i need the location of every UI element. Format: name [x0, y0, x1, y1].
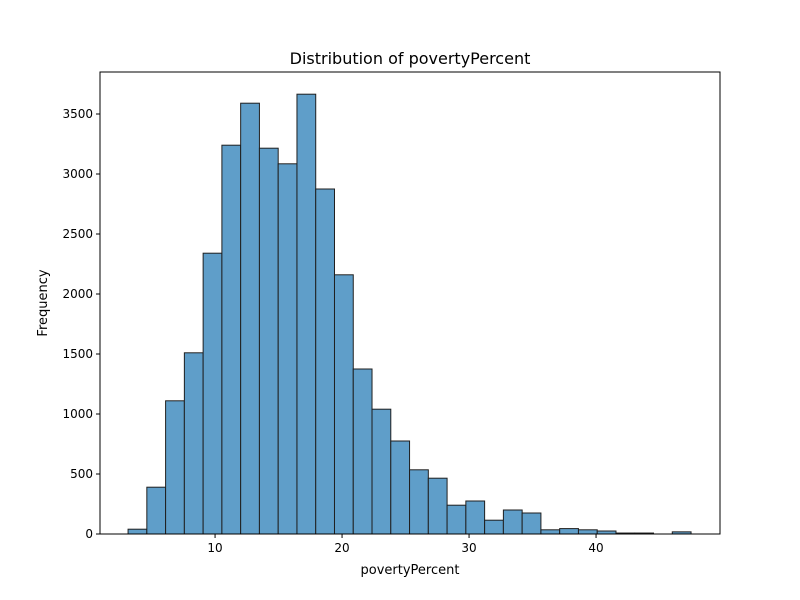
histogram-bar: [165, 400, 185, 535]
histogram-bar: [446, 504, 467, 535]
histogram-bar: [258, 147, 279, 535]
histogram-bar: [221, 144, 242, 535]
histogram-bar: [390, 440, 411, 535]
bars-group: [127, 93, 692, 535]
histogram-bar: [465, 500, 486, 535]
y-tick-label: 0: [85, 527, 93, 541]
histogram-bar: [296, 93, 317, 535]
y-tick-label: 3000: [62, 167, 93, 181]
x-tick-label: 10: [207, 541, 222, 555]
histogram-bar: [240, 102, 260, 535]
y-tick-label: 3500: [62, 107, 93, 121]
histogram-bar: [577, 529, 598, 535]
x-tick-label: 30: [461, 541, 476, 555]
histogram-bar: [409, 469, 429, 535]
x-tick-label: 20: [334, 541, 349, 555]
histogram-bar: [352, 368, 373, 535]
histogram-bar: [127, 528, 148, 535]
histogram-bar: [146, 486, 167, 535]
y-tick-label: 500: [70, 467, 93, 481]
x-axis-ticks: 10 20 30 40: [207, 534, 604, 555]
histogram-bar: [183, 352, 204, 535]
histogram-bar: [371, 408, 392, 535]
y-axis-label: Frequency: [36, 269, 51, 336]
x-axis-label: povertyPercent: [361, 563, 460, 578]
y-axis-ticks: 0 500 1000 1500 2000 2500 3000 3500: [62, 107, 100, 541]
y-tick-label: 2000: [62, 287, 93, 301]
histogram-bar: [540, 529, 561, 535]
histogram-bar: [202, 252, 223, 535]
x-tick-label: 40: [588, 541, 603, 555]
histogram-bar: [484, 519, 504, 535]
histogram-bar: [521, 512, 542, 535]
histogram-bar: [502, 509, 523, 535]
histogram-bar: [559, 528, 579, 535]
y-tick-label: 2500: [62, 227, 93, 241]
histogram-bar: [315, 188, 335, 535]
plot-frame: [99, 71, 721, 535]
histogram-bar: [427, 477, 448, 535]
y-tick-label: 1500: [62, 347, 93, 361]
histogram-bar: [333, 274, 354, 535]
chart-title: Distribution of povertyPercent: [290, 49, 531, 68]
y-tick-label: 1000: [62, 407, 93, 421]
histogram-bar: [277, 163, 298, 535]
